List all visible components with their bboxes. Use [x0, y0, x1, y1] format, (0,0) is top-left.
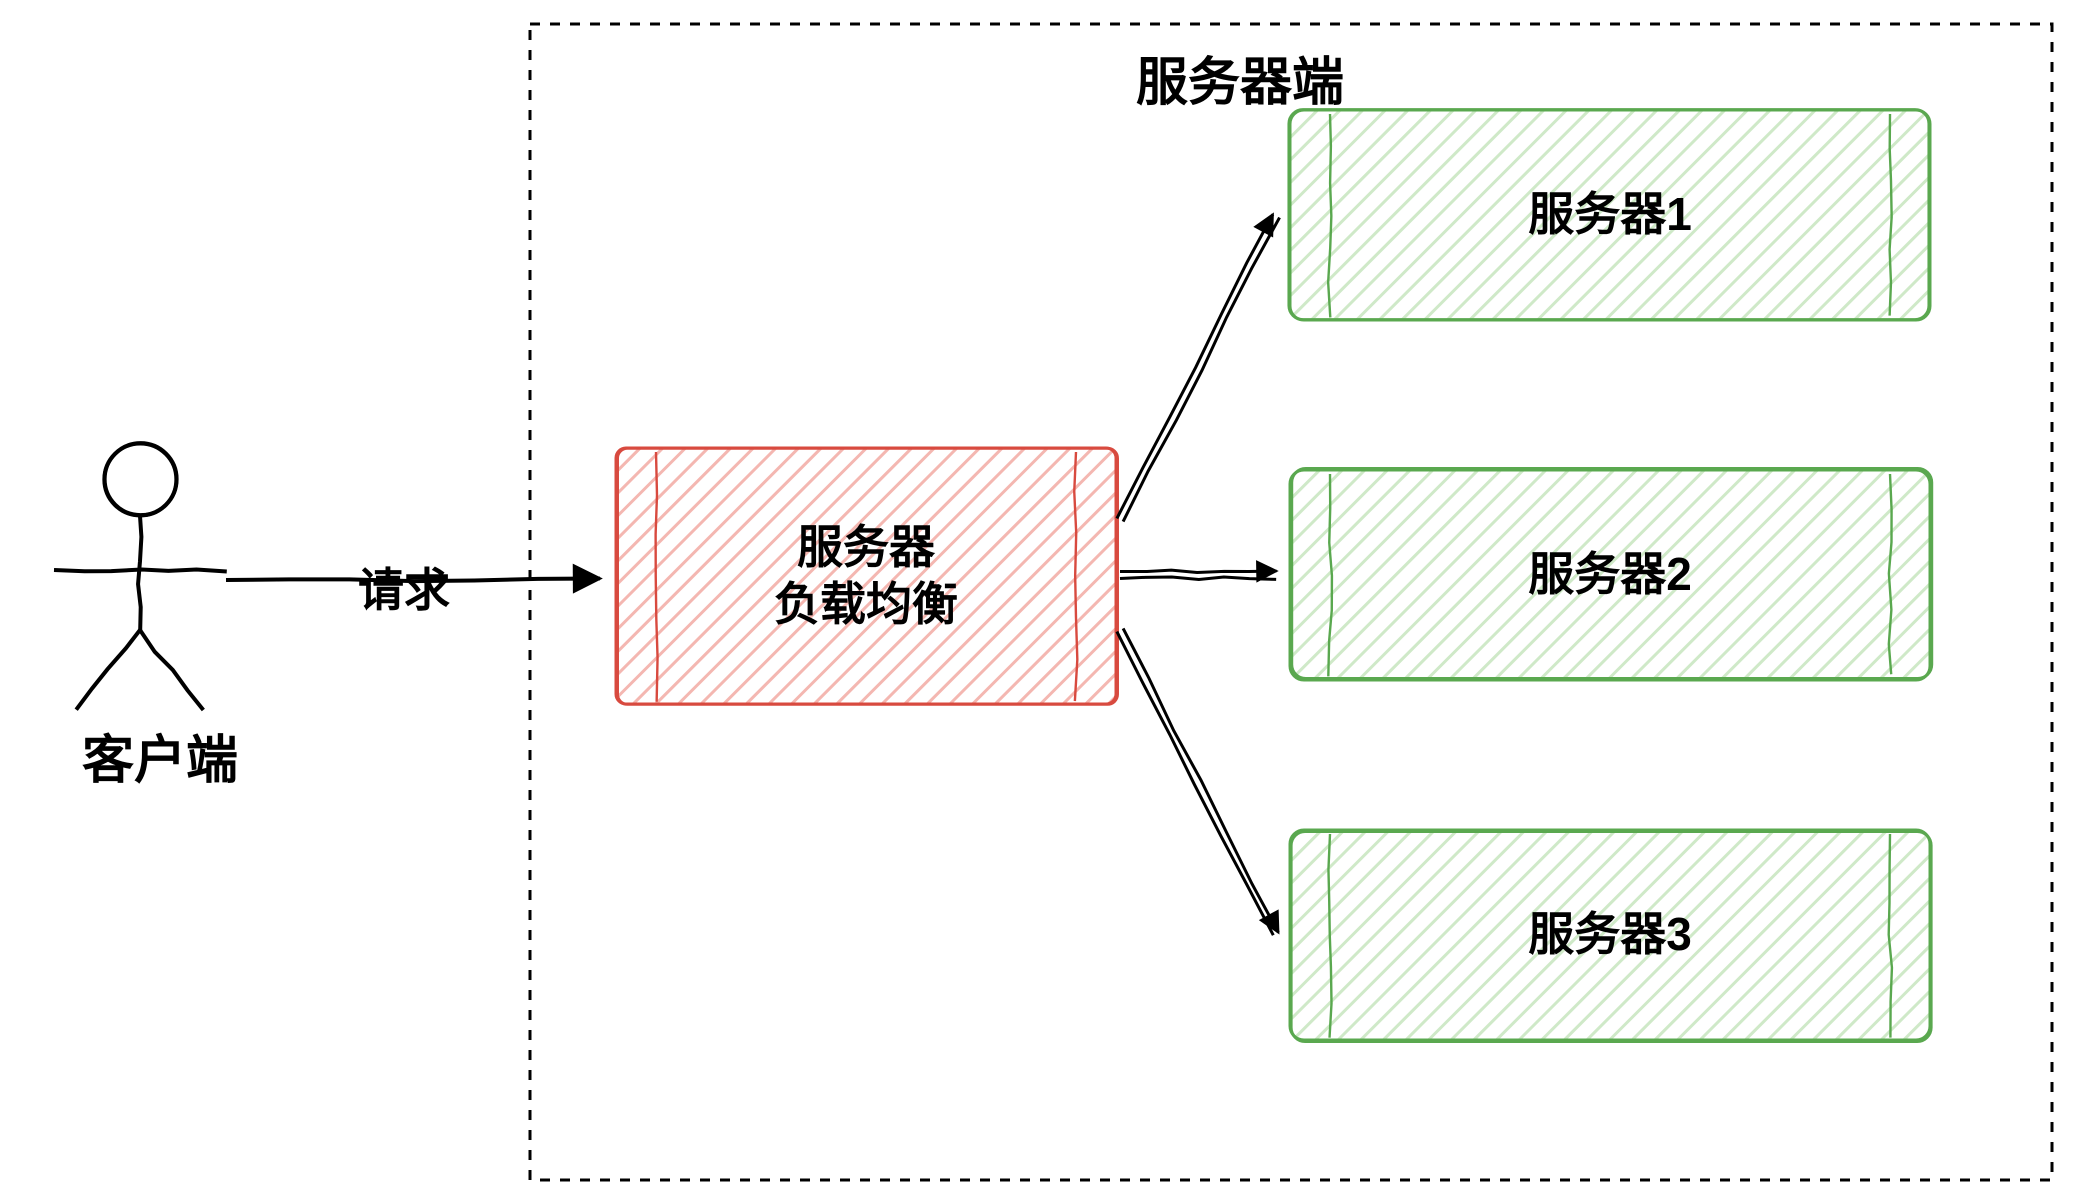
diagram-canvas: 服务器端 客户端 请求 服务器 负载均衡 服务器1 服务器2 服务器3	[0, 0, 2092, 1202]
node-s2-label: 服务器2	[1290, 546, 1930, 604]
actor-client	[54, 443, 227, 710]
edge-lb-s3	[1117, 632, 1273, 936]
node-s1-label: 服务器1	[1290, 186, 1930, 244]
node-lb-label: 服务器 负载均衡	[616, 519, 1116, 634]
container-title: 服务器端	[1090, 40, 1390, 115]
node-s3-label: 服务器3	[1290, 906, 1930, 964]
actor-label: 客户端	[60, 718, 260, 793]
edge-request-label: 请求	[334, 554, 474, 620]
edge-lb-s1	[1123, 218, 1279, 522]
edge-lb-s2	[1120, 577, 1276, 579]
